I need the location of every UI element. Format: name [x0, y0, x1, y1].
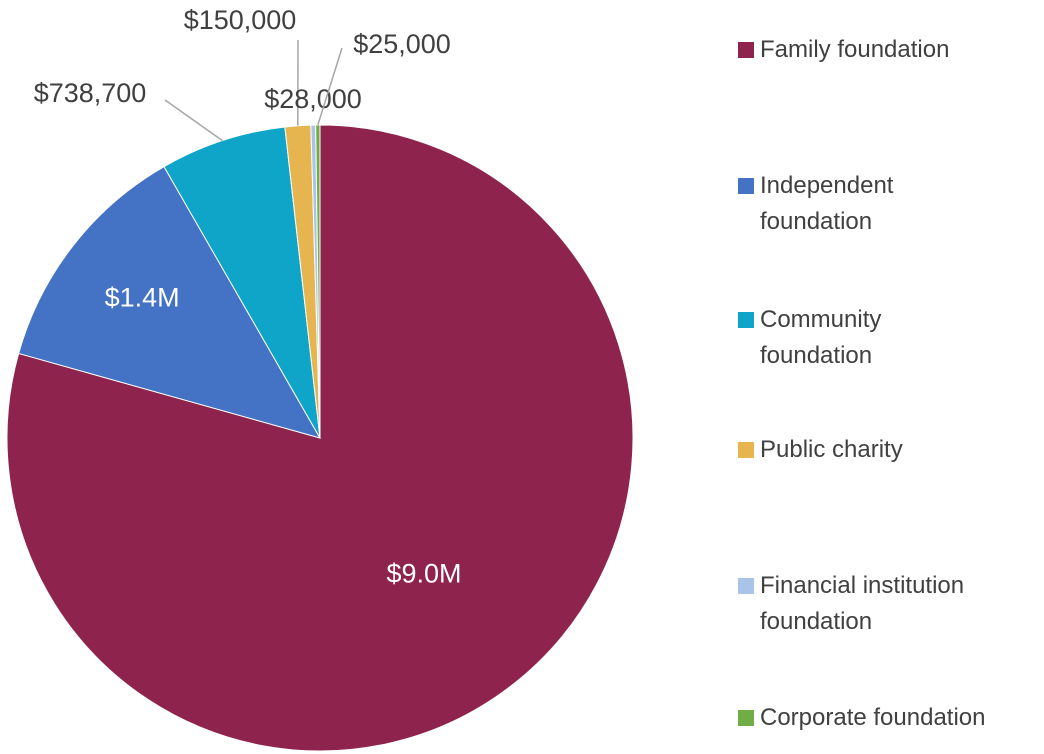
data-label: $28,000 [264, 84, 362, 114]
data-label: $1.4M [105, 283, 180, 313]
pie-slice [315, 124, 321, 439]
legend-label: Family foundation [760, 36, 950, 63]
legend-swatch [738, 178, 754, 194]
legend-item: Corporate foundation [738, 700, 1038, 736]
leader-line [317, 47, 343, 126]
pie-slice [6, 124, 634, 752]
legend-swatch [738, 42, 754, 58]
legend-label: Corporate foundation [760, 704, 986, 731]
legend-label: Community foundation [760, 306, 882, 369]
legend-label: Financial institution foundation [760, 572, 965, 635]
legend-item: Independent foundation [738, 168, 918, 240]
legend-label: Independent foundation [760, 172, 894, 235]
legend-label: Public charity [760, 436, 903, 463]
leader-line [164, 99, 223, 142]
pie-slice [163, 126, 321, 439]
legend-swatch [738, 578, 754, 594]
legend-swatch [738, 442, 754, 458]
pie-slice [18, 165, 322, 439]
legend-item: Financial institution foundation [738, 568, 1003, 640]
legend-item: Family foundation [738, 32, 1028, 68]
data-label: $9.0M [386, 558, 461, 588]
data-label: $25,000 [353, 29, 451, 59]
data-label: $738,700 [34, 78, 147, 108]
data-label: $150,000 [184, 5, 297, 35]
legend-item: Public charity [738, 432, 1028, 468]
legend-swatch [738, 312, 754, 328]
legend-item: Community foundation [738, 302, 918, 374]
legend-swatch [738, 710, 754, 726]
